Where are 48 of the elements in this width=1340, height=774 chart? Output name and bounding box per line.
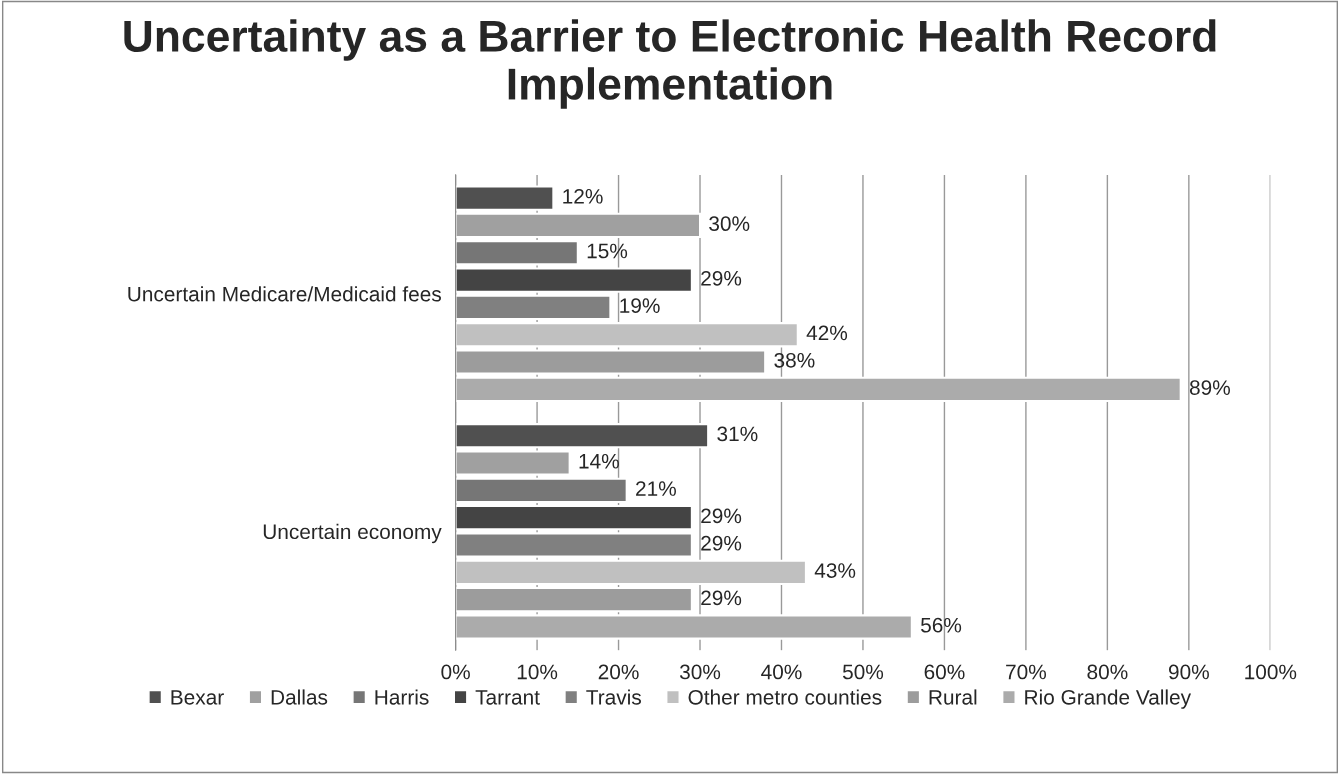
data-label: 15%: [587, 243, 628, 259]
data-label: 43%: [814, 563, 856, 578]
x-tick-label: 80%: [1087, 664, 1128, 680]
data-label: 56%: [921, 617, 962, 633]
x-tick-label: 20%: [598, 664, 639, 680]
legend-label: Bexar: [171, 690, 224, 705]
chart-title: Uncertainty as a Barrier to Electronic Health Record Implementation: [124, 19, 1216, 109]
x-tick-label: 30%: [679, 664, 721, 680]
bar: [455, 185, 555, 211]
data-label: 12%: [563, 188, 603, 204]
bar: [455, 505, 693, 531]
data-label: 29%: [701, 535, 742, 551]
legend-label: Travis: [586, 689, 641, 705]
data-label: 29%: [701, 590, 742, 606]
data-label: 19%: [620, 298, 660, 313]
x-tick-label: 40%: [761, 664, 802, 680]
data-label: 42%: [806, 325, 848, 341]
legend-label: Rural: [929, 689, 977, 705]
x-tick-label: 60%: [924, 664, 965, 680]
data-label: 21%: [636, 481, 676, 496]
y-tick-label: Uncertain Medicare/Medicaid fees: [128, 286, 441, 302]
data-label: 29%: [701, 508, 742, 524]
x-tick-label: 10%: [517, 664, 558, 680]
data-label: 30%: [709, 216, 750, 232]
data-label: 89%: [1189, 380, 1230, 395]
x-tick-label: 70%: [1006, 664, 1047, 680]
legend-label: Dallas: [271, 689, 328, 705]
bar: [455, 559, 807, 585]
x-tick-label: 100%: [1245, 664, 1297, 680]
data-label: 14%: [579, 453, 619, 469]
x-tick-label: 50%: [842, 664, 884, 680]
legend-label: Other metro counties: [688, 689, 882, 705]
bar: [455, 322, 799, 348]
bar: [455, 614, 913, 640]
bar: [455, 423, 710, 449]
data-label: 29%: [701, 270, 742, 286]
bar: [455, 267, 693, 293]
y-tick-label: Uncertain economy: [263, 523, 442, 544]
data-label: 38%: [774, 352, 815, 368]
x-tick-label: 0%: [441, 664, 470, 680]
legend-label: Tarrant: [475, 690, 540, 705]
bar: [455, 376, 1182, 403]
legend-label: Harris: [375, 689, 429, 705]
bar: [455, 477, 628, 504]
data-label: 31%: [717, 426, 758, 442]
bar: [455, 240, 579, 266]
legend-label: Rio Grande Valley: [1025, 689, 1192, 709]
x-tick-label: 90%: [1168, 664, 1209, 680]
